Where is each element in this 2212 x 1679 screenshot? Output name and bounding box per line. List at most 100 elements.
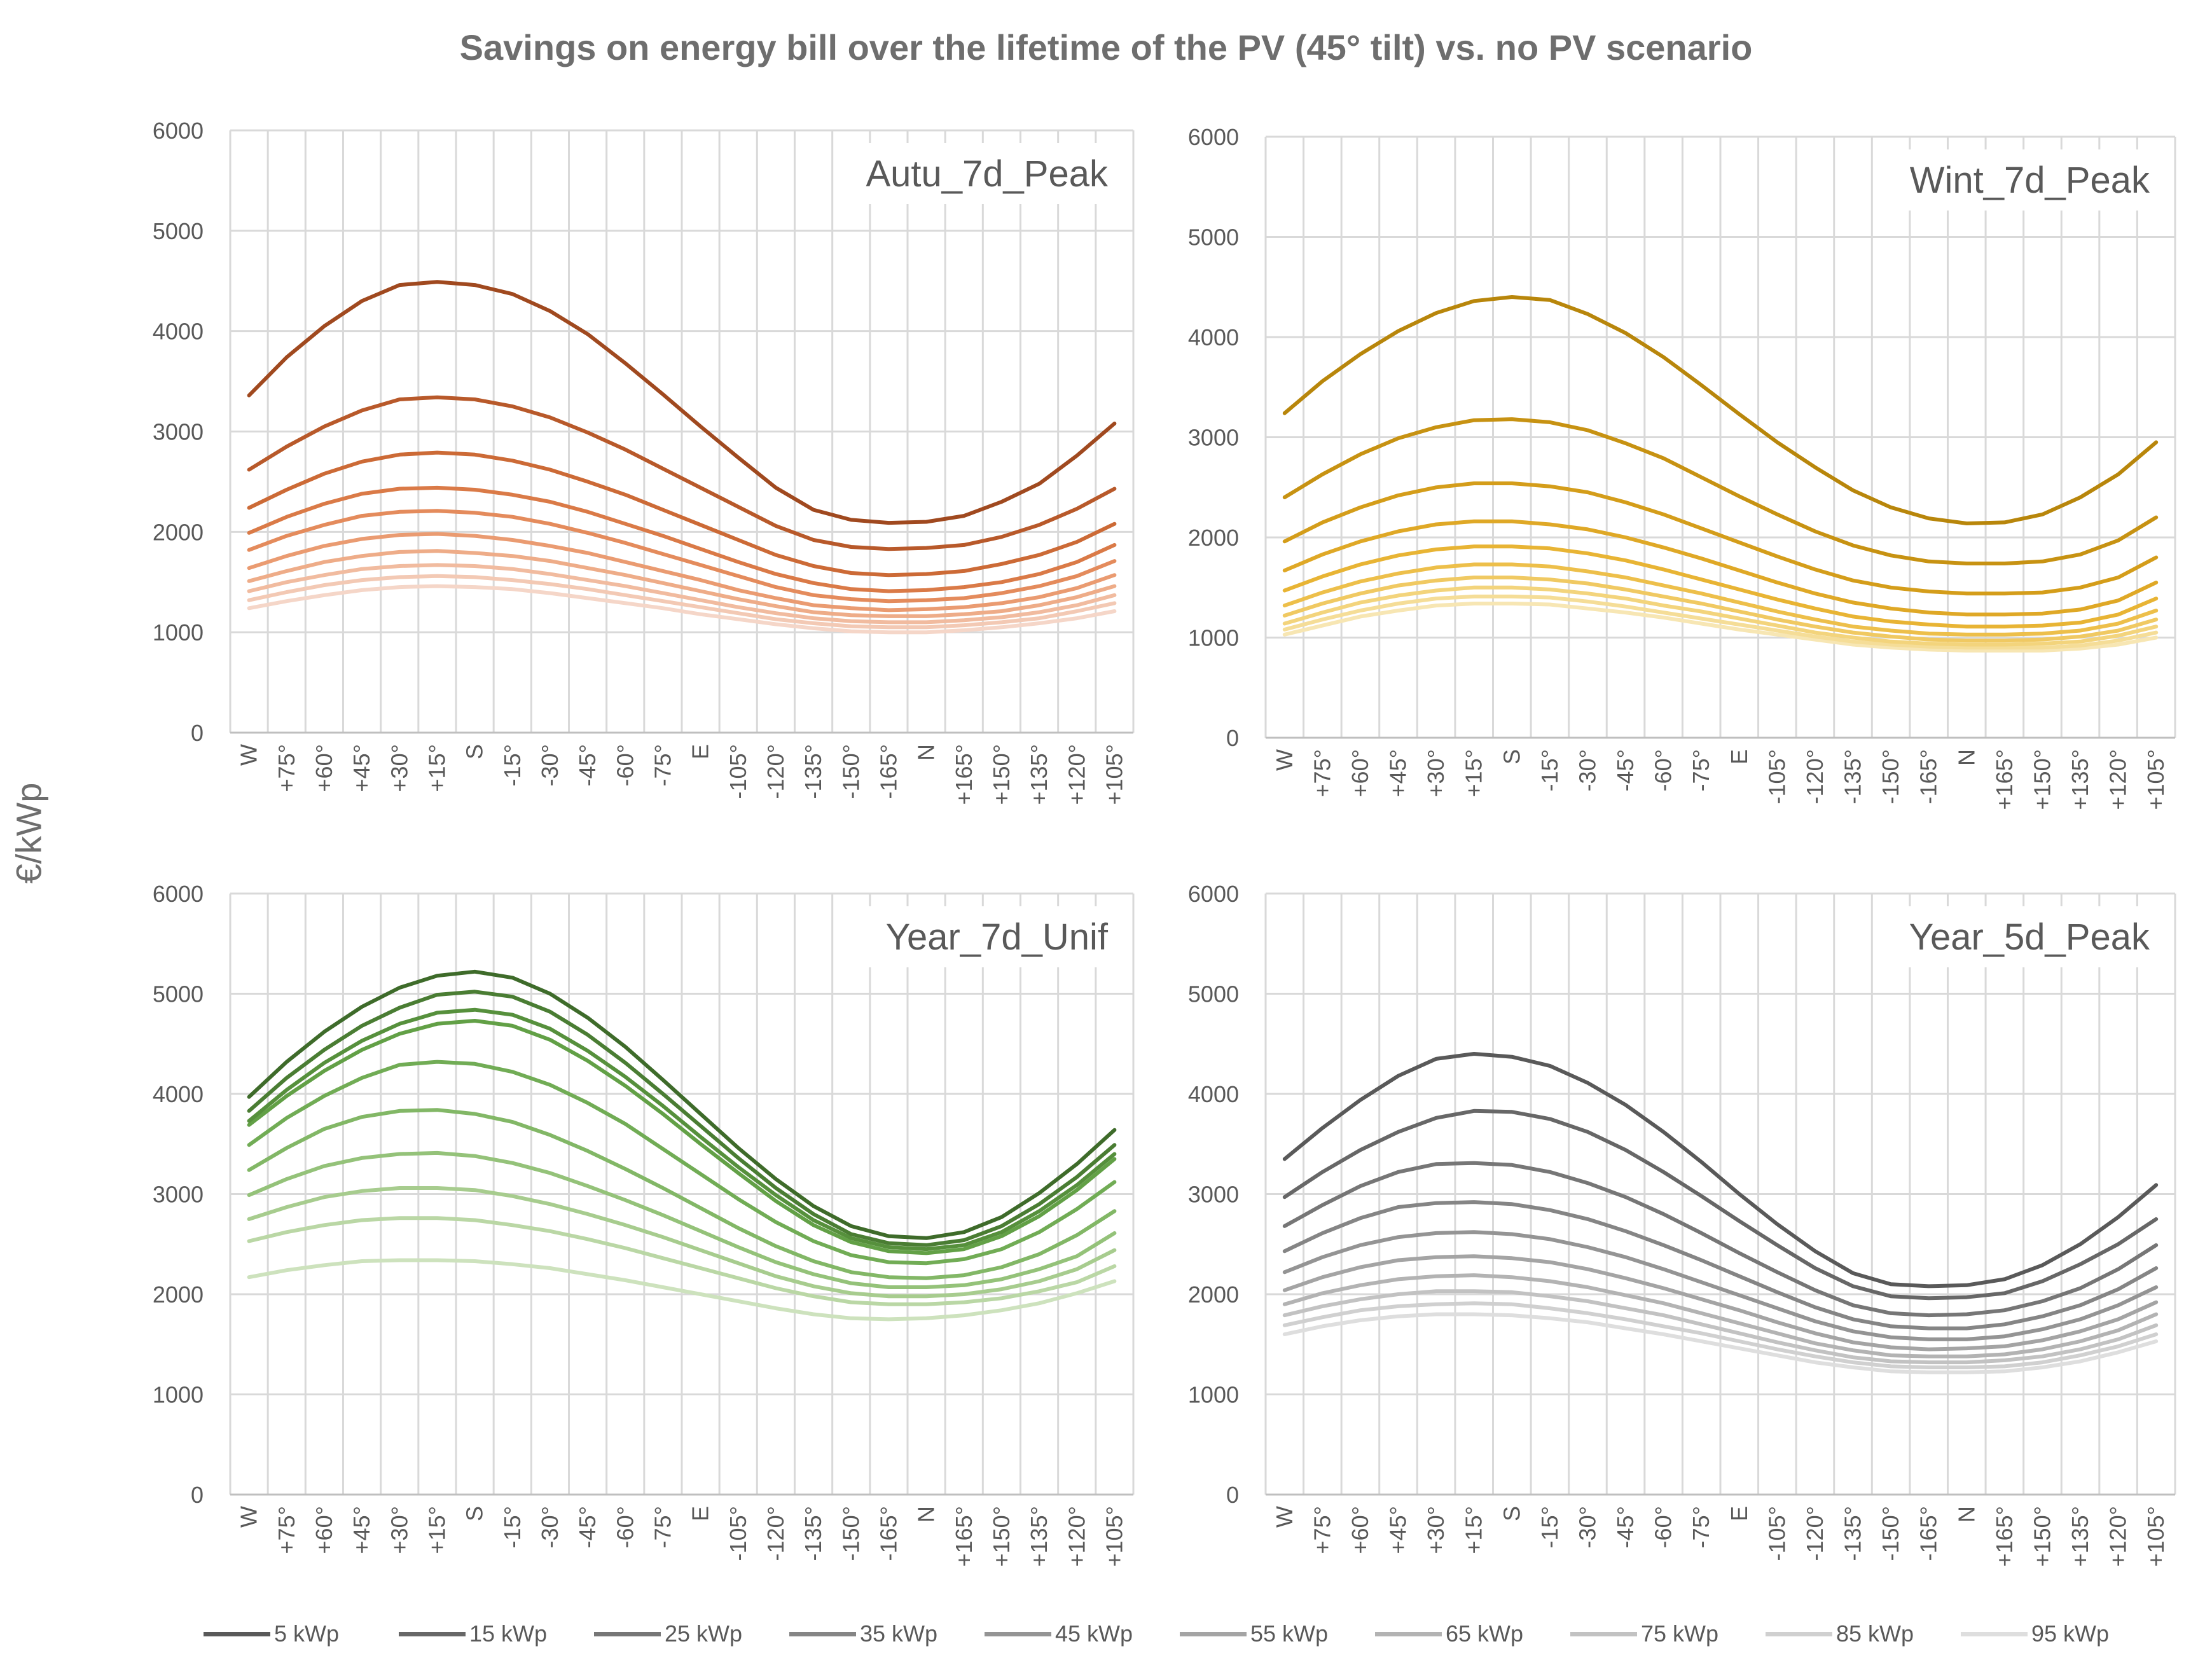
y-tick-label: 4000: [1188, 1081, 1239, 1107]
chart-panel-3: 0 1000 2000 3000 4000 5000 6000 W +75° +60° +45° +3…: [153, 881, 1135, 1566]
legend-swatch: [1766, 1631, 1832, 1636]
legend-swatch: [1180, 1631, 1247, 1636]
legend-label: 5 kWp: [274, 1620, 340, 1647]
y-tick-label: 2000: [153, 1282, 204, 1308]
x-tick-label: W: [1271, 1506, 1297, 1528]
x-tick-label: W: [236, 1506, 262, 1528]
x-tick-label: +135°: [1026, 1506, 1052, 1566]
x-tick-label: -120°: [763, 744, 789, 799]
x-tick-label: +165°: [1991, 749, 2017, 810]
x-tick-label: +30°: [1423, 1506, 1449, 1554]
x-tick-label: S: [1498, 1506, 1524, 1521]
y-tick-label: 6000: [1188, 881, 1239, 907]
x-tick-label: +165°: [951, 1506, 977, 1566]
legend-label: 15 kWp: [469, 1620, 548, 1647]
chart-panel-4: 0 1000 2000 3000 4000 5000 6000 W +75° +60° +45° +3…: [1188, 881, 2176, 1566]
x-tick-label: +75°: [1309, 749, 1335, 797]
y-tick-label: 0: [1226, 725, 1239, 751]
series-line-65-kWp: [247, 549, 1117, 618]
series-line-95-kWp: [247, 1258, 1117, 1322]
y-tick-label: 4000: [153, 1081, 204, 1107]
x-tick-label: +75°: [1309, 1506, 1335, 1554]
x-tick-label: -75°: [649, 1506, 675, 1548]
x-tick-label: -30°: [537, 744, 563, 786]
x-tick-label: +150°: [2029, 749, 2055, 810]
series-line-55-kWp: [247, 1108, 1117, 1280]
legend-item: 45 kWp: [985, 1620, 1180, 1647]
x-tick-label: -135°: [800, 744, 826, 799]
series-line-45-kWp: [1282, 544, 2159, 629]
y-tick-label: 3000: [1188, 1182, 1239, 1208]
legend-label: 35 kWp: [860, 1620, 938, 1647]
x-tick-label: +45°: [349, 1506, 375, 1554]
x-tick-label: +30°: [1423, 749, 1449, 797]
x-tick-label: +120°: [1063, 744, 1089, 805]
x-tick-label: S: [462, 744, 488, 759]
x-tick-label: +105°: [1101, 744, 1127, 805]
series-line-45-kWp: [247, 1060, 1117, 1266]
y-tick-label: 0: [191, 720, 204, 746]
y-tick-label: 6000: [153, 118, 204, 144]
y-tick-label: 1000: [1188, 1382, 1239, 1408]
y-tick-label: 0: [191, 1482, 204, 1508]
y-tick-label: 3000: [153, 419, 204, 445]
x-tick-label: +45°: [1385, 749, 1411, 797]
x-tick-label: W: [1271, 749, 1297, 771]
legend: 5 kWp 15 kWp 25 kWp 35 kWp 45 kWp 55 kWp 65 kW…: [204, 1620, 2156, 1647]
series-line-65-kWp: [247, 1150, 1117, 1289]
x-tick-label: +60°: [1347, 1506, 1373, 1554]
legend-item: 15 kWp: [399, 1620, 594, 1647]
x-tick-label: +150°: [988, 1506, 1014, 1566]
x-tick-label: -135°: [1840, 1506, 1866, 1561]
legend-item: 55 kWp: [1180, 1620, 1375, 1647]
series-line-65-kWp: [1282, 1273, 2159, 1358]
panel-title: Wint_7d_Peak: [1910, 160, 2150, 201]
y-tick-label: 5000: [1188, 225, 1239, 251]
series-line-95-kWp: [1282, 1312, 2159, 1374]
legend-swatch: [399, 1631, 466, 1636]
x-tick-label: +45°: [349, 744, 375, 792]
x-tick-label: -135°: [800, 1506, 826, 1561]
y-tick-label: 6000: [153, 881, 204, 907]
x-tick-label: +60°: [311, 744, 337, 792]
series-line-55-kWp: [247, 532, 1117, 612]
series-line-45-kWp: [1282, 1230, 2159, 1341]
legend-label: 85 kWp: [1836, 1620, 1914, 1647]
panel-title-box: [1889, 149, 2162, 211]
y-tick-label: 2000: [1188, 1282, 1239, 1308]
x-tick-label: -75°: [649, 744, 675, 786]
x-tick-label: +120°: [2105, 749, 2131, 810]
x-tick-label: N: [913, 744, 939, 761]
series-line-65-kWp: [1282, 576, 2159, 643]
chart-panel-2: 0 1000 2000 3000 4000 5000 6000 W +75° +60° +45° +3…: [1188, 124, 2176, 810]
x-tick-label: E: [1726, 1506, 1752, 1521]
x-tick-label: +150°: [2029, 1506, 2055, 1566]
y-tick-label: 6000: [1188, 124, 1239, 150]
panel-title: Autu_7d_Peak: [866, 153, 1109, 195]
x-tick-label: -15°: [1537, 1506, 1563, 1548]
series-line-35-kWp: [1282, 519, 2159, 617]
x-tick-label: +165°: [951, 744, 977, 805]
x-tick-label: -60°: [1650, 1506, 1676, 1548]
x-tick-label: +135°: [2067, 1506, 2093, 1566]
x-tick-label: -15°: [499, 744, 525, 786]
legend-swatch: [789, 1631, 856, 1636]
series-line-85-kWp: [247, 1216, 1117, 1306]
x-tick-label: +45°: [1385, 1506, 1411, 1554]
x-tick-label: -150°: [1877, 1506, 1904, 1561]
series-line-25-kWp: [247, 450, 1117, 577]
x-tick-label: -75°: [1688, 749, 1714, 791]
x-tick-label: -150°: [838, 1506, 864, 1561]
y-tick-label: 4000: [153, 319, 204, 345]
x-tick-label: N: [1953, 749, 1979, 766]
x-tick-label: E: [1726, 749, 1752, 764]
series-line-5-kWp: [1282, 295, 2159, 525]
x-tick-label: +15°: [1461, 1506, 1487, 1554]
series-line-35-kWp: [247, 485, 1117, 593]
legend-swatch: [1375, 1631, 1442, 1636]
x-tick-label: -105°: [725, 1506, 751, 1561]
y-tick-label: 1000: [1188, 625, 1239, 651]
y-tick-label: 2000: [153, 519, 204, 545]
x-tick-label: -120°: [1802, 749, 1828, 804]
